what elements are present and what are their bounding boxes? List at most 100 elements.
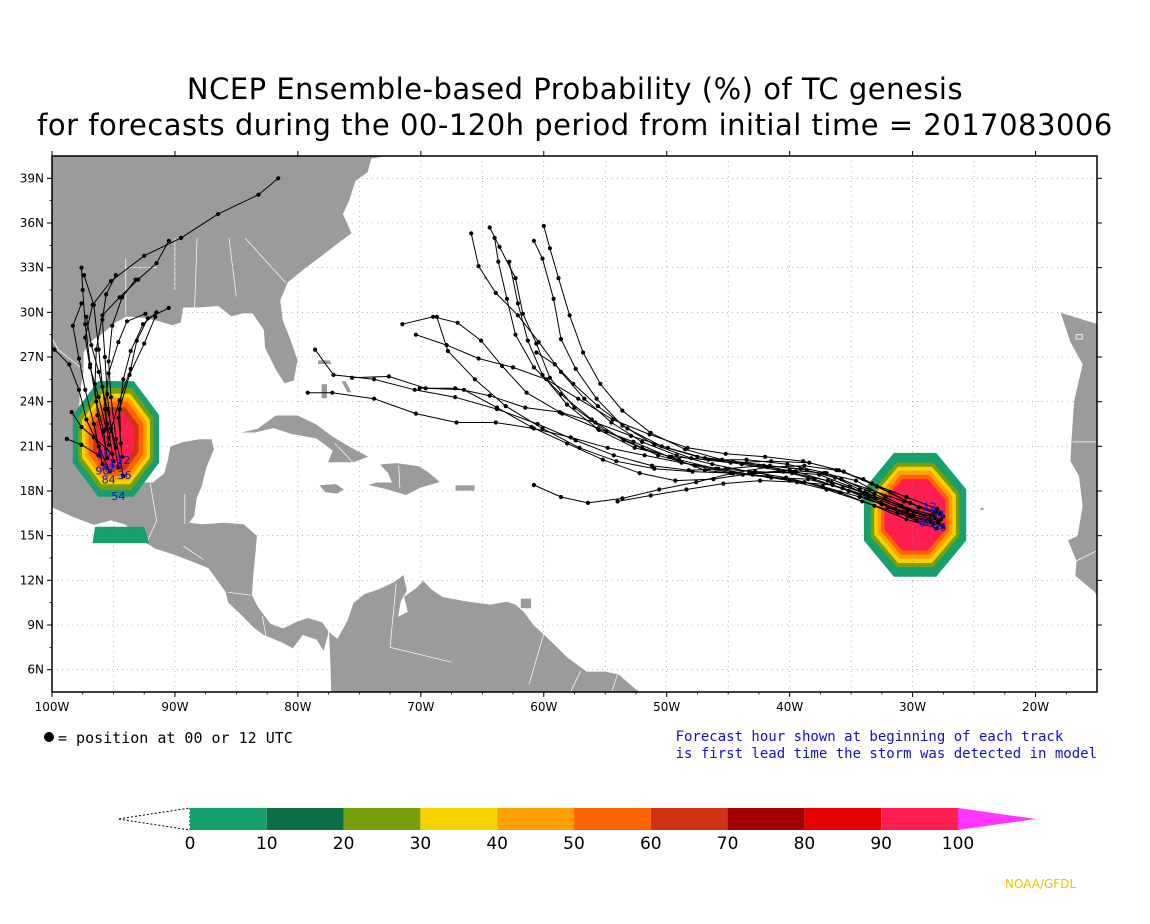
lat-tick-label: 24N xyxy=(20,395,44,409)
land-cape-verde xyxy=(979,507,985,511)
track-point xyxy=(276,176,281,181)
colorbar-swatch xyxy=(420,808,498,830)
track-point xyxy=(386,374,391,379)
track-point xyxy=(107,469,112,474)
track-point xyxy=(769,475,774,480)
lat-tick-label: 6N xyxy=(27,663,44,677)
track-point xyxy=(605,445,610,450)
colorbar-label: 100 xyxy=(941,834,975,854)
track-point xyxy=(434,314,439,319)
track-point xyxy=(597,427,602,433)
track-point xyxy=(637,471,642,476)
forecast-hour-label: 06 xyxy=(919,517,933,530)
border-line xyxy=(183,545,204,560)
track-point xyxy=(556,276,561,281)
border-line xyxy=(227,591,252,596)
lon-tick-label: 60W xyxy=(530,700,557,714)
land-puerto-rico xyxy=(454,484,476,492)
track-point xyxy=(81,273,87,278)
lat-tick-label: 15N xyxy=(20,529,44,543)
track-point xyxy=(683,447,688,452)
track-point xyxy=(96,453,101,458)
track-point xyxy=(824,471,829,476)
track-point xyxy=(497,244,502,249)
land-trinidad xyxy=(520,597,532,609)
colorbar-swatch xyxy=(727,808,805,830)
track-point xyxy=(585,500,591,505)
lon-tick-label: 30W xyxy=(899,700,926,714)
lat-tick-label: 27N xyxy=(20,350,44,364)
colorbar-label: 60 xyxy=(639,834,662,854)
track-point xyxy=(143,311,148,316)
track-layer xyxy=(38,176,946,531)
track-point xyxy=(417,386,422,391)
prob-patch-western-gulf xyxy=(92,526,150,544)
land-south-america xyxy=(328,573,642,692)
track-point xyxy=(256,192,261,197)
track-point xyxy=(134,338,139,343)
track-point xyxy=(872,491,877,497)
track-point xyxy=(412,387,417,392)
track-point xyxy=(904,494,909,500)
forecast-hour-label: 42 xyxy=(102,462,116,475)
track-point xyxy=(116,465,121,470)
land-bahamas-2 xyxy=(320,383,328,400)
land-jamaica xyxy=(318,483,346,495)
track-point xyxy=(573,366,578,371)
forecast-hour-label: 12 xyxy=(116,454,130,467)
colorbar-label: 40 xyxy=(486,834,509,854)
track-point xyxy=(510,365,516,370)
chart-title-line-2: for forecasts during the 00-120h period … xyxy=(37,108,1113,142)
track-point xyxy=(305,390,310,395)
forecast-hour-note: Forecast hour shown at beginning of each… xyxy=(676,729,1097,763)
track-point xyxy=(937,511,942,516)
border-line xyxy=(1072,441,1097,443)
track-point xyxy=(372,377,377,382)
track-point xyxy=(785,462,790,467)
lat-tick-label: 39N xyxy=(20,171,44,185)
forecast-hour-label: 06 xyxy=(933,521,947,534)
track-point xyxy=(110,451,115,456)
colorbar-swatch xyxy=(881,808,958,830)
colorbar-swatch xyxy=(497,808,574,830)
track-point xyxy=(589,417,594,422)
track-point xyxy=(331,372,336,377)
storm-track xyxy=(83,274,114,462)
track-point xyxy=(64,436,69,441)
track-point xyxy=(941,524,946,529)
track-point xyxy=(101,429,106,434)
track-point xyxy=(523,405,528,410)
track-point xyxy=(445,348,450,354)
track-point xyxy=(525,338,530,343)
lon-tick-label: 70W xyxy=(407,700,434,714)
track-point xyxy=(558,392,564,397)
track-point xyxy=(179,235,184,240)
forecast-hour-label: 90 xyxy=(95,465,109,478)
track-point xyxy=(869,481,875,486)
track-point xyxy=(694,480,699,485)
track-point xyxy=(860,499,865,504)
track-point xyxy=(38,328,42,332)
colorbar xyxy=(117,807,1036,831)
lon-tick-label: 50W xyxy=(653,700,680,714)
track-point xyxy=(487,225,492,230)
track-point xyxy=(581,350,586,355)
track-point xyxy=(905,508,910,513)
track-point xyxy=(83,387,88,392)
track-point xyxy=(846,488,851,494)
track-point xyxy=(118,441,123,446)
colorbar-under-arrow xyxy=(117,807,191,831)
track-point xyxy=(577,445,582,450)
forecast-hour-label: 12 xyxy=(923,500,937,513)
border-line xyxy=(528,633,545,685)
track-point xyxy=(79,301,84,306)
track-point xyxy=(632,445,637,450)
track-point xyxy=(496,259,501,264)
track-point xyxy=(783,475,789,480)
track-point xyxy=(476,264,481,269)
colorbar-swatch xyxy=(266,808,344,830)
track-point xyxy=(492,235,497,240)
track-point xyxy=(883,494,888,500)
